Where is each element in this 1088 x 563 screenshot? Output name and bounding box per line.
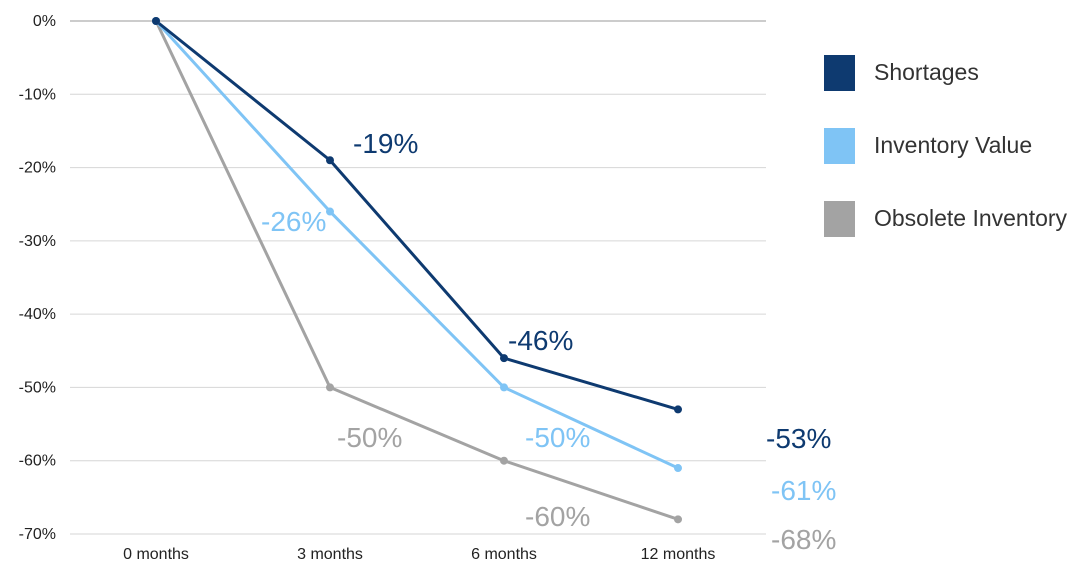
x-tick-label: 3 months [297,546,363,563]
legend-swatch [824,201,855,237]
legend-label: Inventory Value [874,132,1032,158]
y-tick-label: -70% [19,526,56,543]
data-label: -46% [508,325,573,356]
data-point [326,207,334,216]
data-label: -68% [771,524,836,555]
x-tick-label: 0 months [123,546,189,563]
data-point [500,456,508,465]
data-label: -26% [261,206,326,237]
data-labels: -19% -46% -53% -26% -50% -61% -50% -60% -68% [261,128,836,555]
data-point [674,464,682,473]
legend-swatch [824,128,855,164]
data-label: -19% [353,128,418,159]
data-point [326,383,334,392]
data-label: -53% [766,423,831,454]
data-label: -61% [771,475,836,506]
y-tick-label: -60% [19,453,56,470]
data-point [152,17,160,25]
legend: Shortages Inventory Value Obsolete Invento… [824,55,1068,237]
data-label: -50% [337,422,402,453]
series-lines [154,19,680,521]
gridlines [70,20,766,535]
y-tick-label: -30% [19,233,56,250]
y-tick-label: -50% [19,379,56,396]
y-tick-label: -10% [19,86,56,103]
data-label: -50% [525,422,590,453]
series-line [154,19,680,470]
y-tick-label: 0% [33,13,56,30]
data-point [500,383,508,392]
data-point [674,515,682,524]
data-label: -60% [525,501,590,532]
y-tick-label: -40% [19,306,56,323]
x-tick-label: 6 months [471,546,537,563]
legend-label: Obsolete Inventory [874,205,1068,231]
data-point [500,354,508,363]
x-axis: 0 months 3 months 6 months 12 months [123,546,715,563]
data-point [326,156,334,165]
y-tick-label: -20% [19,160,56,177]
series-line [154,19,680,521]
legend-label: Shortages [874,59,979,85]
series-line [154,19,680,411]
series-points [152,17,682,524]
data-point [674,405,682,414]
y-axis: 0% -10% -20% -30% -40% -50% -60% -70% [19,13,56,543]
x-tick-label: 12 months [641,546,716,563]
legend-swatch [824,55,855,91]
